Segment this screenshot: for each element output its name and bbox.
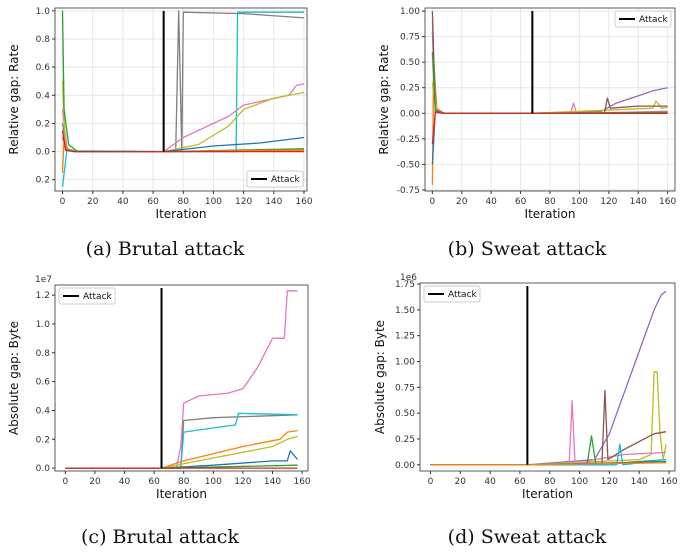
y-tick-label: 0.6	[36, 378, 51, 388]
y-tick-label: -0.25	[397, 135, 420, 145]
y-tick-label: 0.2	[36, 176, 50, 186]
y-tick-label: 0.2	[36, 435, 50, 445]
x-axis-label: Iteration	[156, 207, 207, 221]
x-tick-label: 140	[264, 477, 281, 487]
y-tick-label: 0.00	[400, 109, 420, 119]
y-tick-label: 0.0	[36, 148, 51, 158]
y-tick-label: -0.75	[397, 186, 420, 196]
x-tick-label: 100	[571, 197, 588, 207]
x-tick-label: 160	[295, 197, 312, 207]
x-tick-label: 60	[515, 197, 527, 207]
y-axis-label: Absolute gap: Byte	[373, 320, 387, 434]
y-tick-label: 0.8	[36, 349, 51, 359]
x-tick-label: 20	[87, 197, 99, 207]
x-tick-label: 60	[148, 477, 160, 487]
y-tick-label: 1.50	[395, 306, 415, 316]
x-axis-label: Iteration	[156, 487, 207, 501]
y-tick-label: 0.25	[400, 84, 420, 94]
y-tick-label: 0.6	[36, 63, 51, 73]
x-tick-label: 80	[544, 197, 556, 207]
y-tick-label: 1.25	[395, 332, 415, 342]
y-tick-label: 1.2	[36, 291, 50, 301]
y-tick-label: 0.75	[400, 33, 420, 43]
caption-b: (b) Sweat attack	[448, 238, 607, 260]
x-tick-label: 20	[456, 197, 468, 207]
x-tick-label: 140	[630, 197, 647, 207]
x-tick-label: 20	[455, 477, 467, 487]
y-tick-label: 0.2	[36, 119, 50, 129]
legend-label: Attack	[639, 15, 669, 25]
x-tick-label: 40	[485, 197, 497, 207]
x-tick-label: 80	[178, 477, 190, 487]
x-tick-label: 0	[60, 197, 66, 207]
x-axis-label: Iteration	[525, 207, 576, 221]
axis-scale-label: 1e6	[400, 273, 417, 283]
x-tick-label: 60	[514, 477, 526, 487]
x-tick-label: 40	[484, 477, 496, 487]
axis-scale-label: 1e7	[35, 275, 52, 285]
y-tick-label: 0.4	[36, 91, 51, 101]
y-tick-label: 1.00	[400, 7, 420, 17]
x-tick-label: 0	[62, 477, 68, 487]
y-tick-label: 0.25	[395, 435, 415, 445]
x-tick-label: 140	[265, 197, 282, 207]
x-tick-label: 140	[631, 477, 648, 487]
y-axis-label: Relative gap: Rate	[377, 44, 391, 154]
legend-label: Attack	[83, 292, 113, 302]
x-tick-label: 120	[235, 197, 252, 207]
y-axis-label: Absolute gap: Byte	[7, 321, 21, 435]
x-tick-label: 80	[178, 197, 190, 207]
x-axis-label: Iteration	[522, 487, 573, 501]
x-tick-label: 100	[205, 477, 222, 487]
x-tick-label: 160	[659, 197, 676, 207]
y-tick-label: 0.4	[36, 406, 51, 416]
caption-d: (d) Sweat attack	[448, 526, 607, 548]
x-tick-label: 120	[600, 197, 617, 207]
x-tick-label: 100	[205, 197, 222, 207]
y-tick-label: 0.0	[36, 464, 51, 474]
y-tick-label: 0.75	[395, 383, 415, 393]
legend-label: Attack	[271, 175, 301, 185]
y-tick-label: -0.50	[397, 160, 421, 170]
x-tick-label: 20	[89, 477, 101, 487]
x-tick-label: 40	[117, 197, 129, 207]
x-tick-label: 120	[601, 477, 618, 487]
caption-c: (c) Brutal attack	[81, 526, 239, 548]
x-tick-label: 40	[119, 477, 131, 487]
x-tick-label: 60	[147, 197, 159, 207]
x-tick-label: 0	[428, 477, 434, 487]
y-tick-label: 1.0	[36, 7, 51, 17]
x-tick-label: 160	[660, 477, 677, 487]
y-tick-label: 1.00	[395, 358, 415, 368]
y-tick-label: 0.00	[395, 461, 415, 471]
y-tick-label: 0.50	[400, 58, 420, 68]
x-tick-label: 160	[293, 477, 310, 487]
y-axis-label: Relative gap: Rate	[7, 44, 21, 154]
legend-label: Attack	[448, 290, 478, 300]
caption-a: (a) Brutal attack	[86, 238, 245, 260]
x-tick-label: 120	[234, 477, 251, 487]
y-tick-label: 1.0	[36, 320, 51, 330]
x-tick-label: 100	[571, 477, 588, 487]
x-tick-label: 0	[429, 197, 435, 207]
x-tick-label: 80	[544, 477, 556, 487]
y-tick-label: 0.8	[36, 35, 51, 45]
y-tick-label: 0.50	[395, 409, 415, 419]
